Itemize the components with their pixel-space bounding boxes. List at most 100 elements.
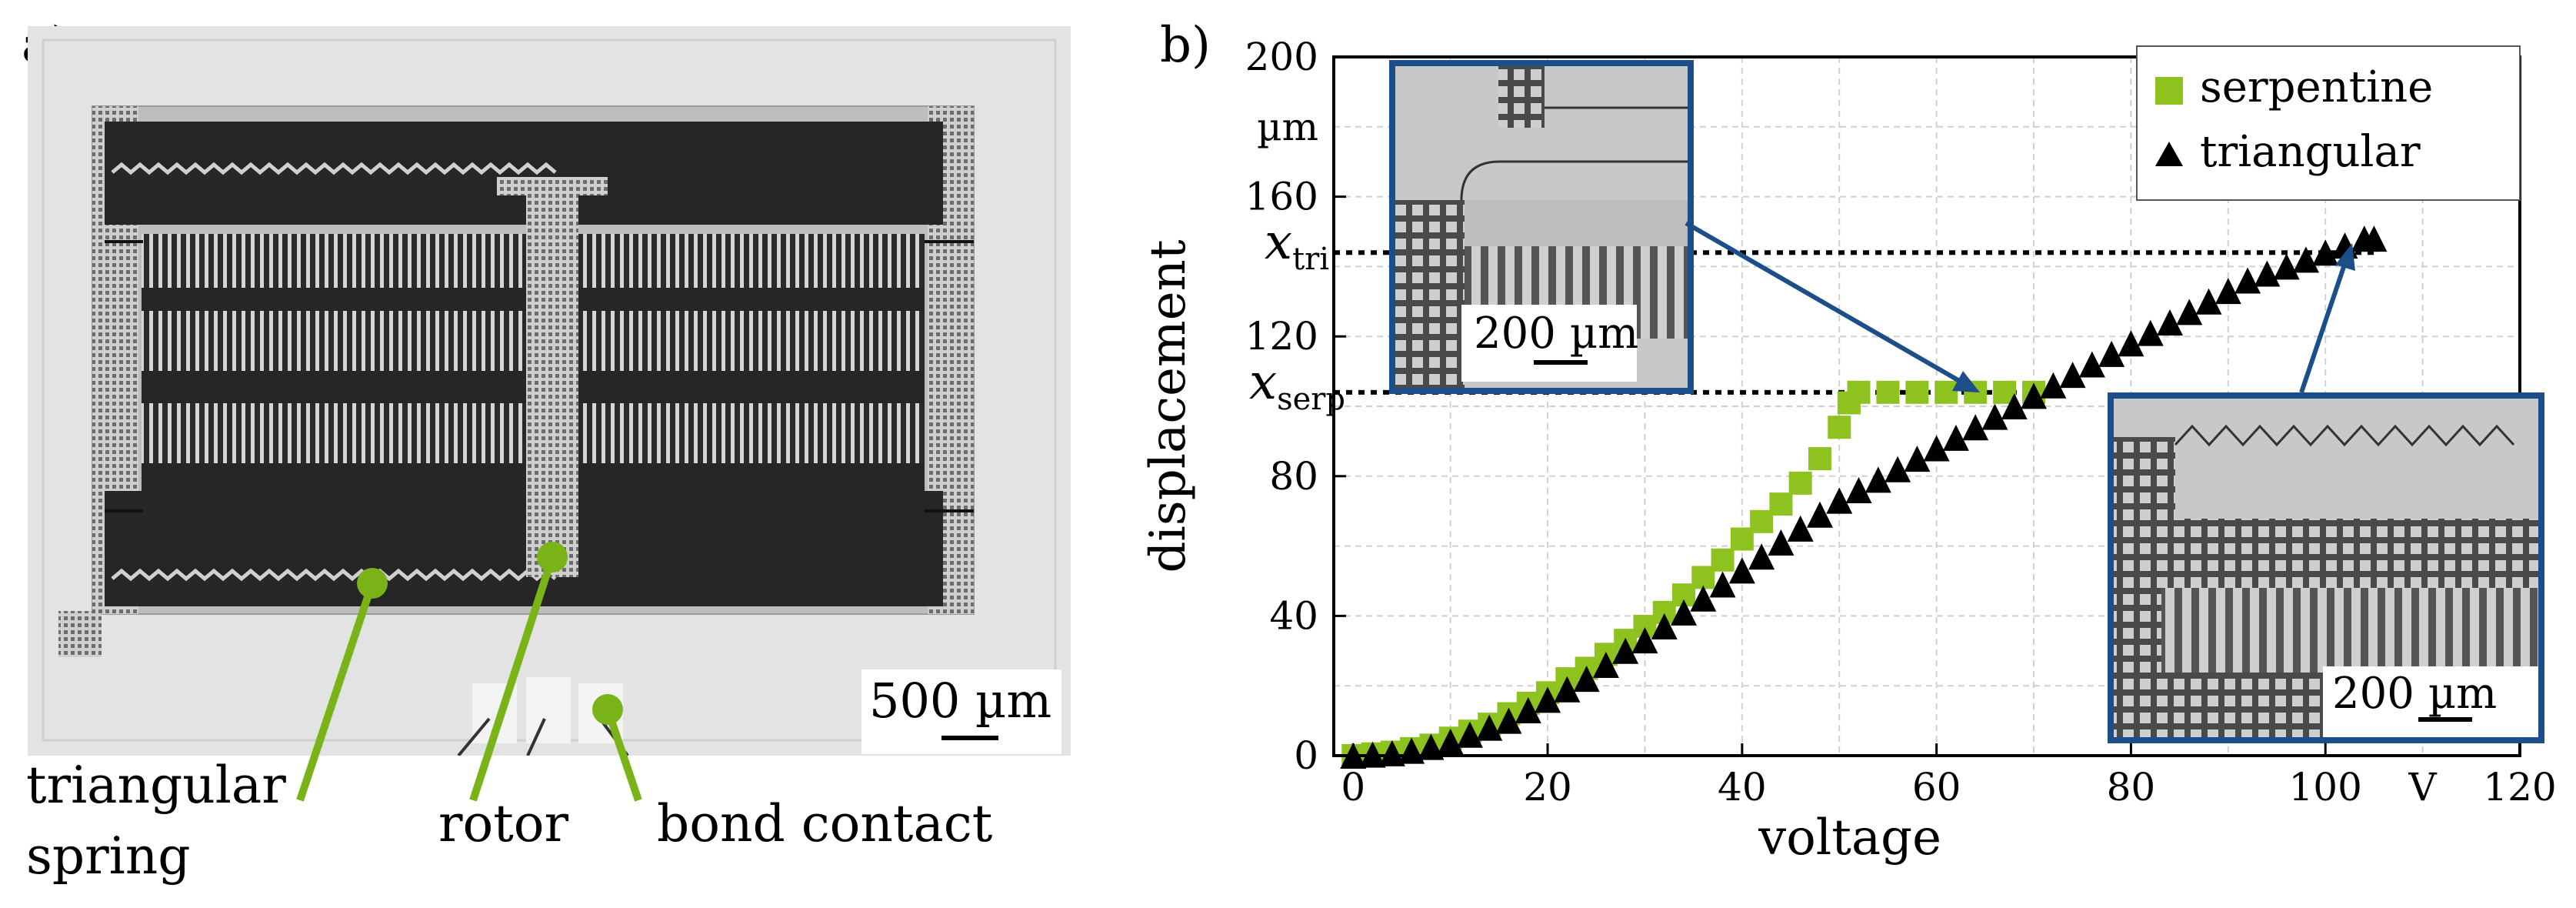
triangular-point	[1748, 543, 1775, 570]
inset-2: 200 µm	[2108, 392, 2544, 743]
triangular-point	[2273, 253, 2300, 280]
inset-2-arrow-head	[2335, 243, 2355, 271]
legend-box	[2136, 45, 2521, 201]
triangular-point	[1631, 627, 1658, 654]
triangular-point	[1437, 728, 1464, 755]
panel-b-label: b)	[1160, 17, 1211, 74]
x-tri-sub: tri	[1292, 242, 1329, 277]
displacement-voltage-chart: 0 20 40 60 80 100 120 0 40 80 120 160 200 µm V volta…	[1140, 35, 2557, 866]
x-serp-sub: serp	[1277, 382, 1345, 417]
inset-1-arrow	[1685, 221, 1968, 387]
y-tick-label: 120	[1245, 314, 1318, 359]
serpentine-point	[1847, 380, 1871, 404]
comb-drive-right	[578, 234, 925, 491]
inset-1: 200 µm	[1389, 60, 1694, 394]
x-tick-label: 20	[1523, 765, 1572, 810]
triangular-point	[1456, 721, 1483, 748]
sem-scale-bar-label: 500 µm	[869, 673, 1052, 729]
x-axis-label: voltage	[1758, 810, 1941, 866]
inset-2-scale-label: 200 µm	[2332, 669, 2497, 719]
triangular-point	[1476, 714, 1503, 741]
triangular-spring-bottom	[111, 568, 557, 582]
triangular-point	[2234, 267, 2261, 294]
triangular-point	[1709, 571, 1736, 598]
triangular-point	[2001, 393, 2028, 419]
y-tick-label: 200	[1245, 35, 1318, 79]
legend: serpentine triangular	[2136, 45, 2521, 201]
triangular-point	[1612, 637, 1639, 664]
y-tick-label: 40	[1269, 593, 1318, 638]
callout-spring: spring	[26, 826, 191, 886]
sem-scale-bar: 500 µm	[861, 669, 1061, 754]
triangular-point	[1728, 557, 1755, 584]
triangular-point	[1651, 613, 1678, 640]
inset-2-scale-line	[2418, 717, 2472, 722]
rotor-beam	[526, 177, 578, 577]
callout-triangular: triangular	[26, 756, 286, 815]
serpentine-point	[1876, 380, 1900, 404]
triangular-point	[1865, 466, 1891, 493]
serpentine-point	[1711, 548, 1735, 572]
triangular-point	[2176, 299, 2203, 325]
triangular-point	[1768, 529, 1795, 556]
x-tri-base: x	[1265, 214, 1292, 271]
inset-1-arrow-head	[1952, 371, 1980, 392]
triangular-point	[2098, 340, 2125, 367]
serpentine-point	[1788, 471, 1812, 495]
callout-rotor: rotor	[438, 794, 569, 853]
serpentine-point	[1934, 380, 1958, 404]
triangular-point	[2292, 246, 2319, 273]
x-tick-label: 100	[2288, 765, 2361, 810]
triangular-point	[1398, 737, 1425, 764]
serpentine-point	[1828, 416, 1851, 439]
triangular-point	[1515, 696, 1541, 723]
y-tick-label: 160	[1245, 175, 1318, 219]
triangular-point	[2118, 330, 2144, 357]
sem-micrograph	[28, 26, 1071, 756]
triangular-point	[1671, 599, 1698, 626]
triangular-point	[1962, 414, 1989, 441]
triangular-point	[1418, 733, 1445, 760]
triangular-point	[2254, 260, 2281, 287]
inset-1-scale-label: 200 µm	[1474, 309, 1638, 359]
x-tri-label: xtri	[1265, 214, 1329, 277]
x-unit-label: V	[2408, 765, 2438, 810]
triangular-point	[2059, 362, 2086, 389]
triangular-point	[1495, 707, 1522, 734]
triangular-point	[1942, 424, 1969, 451]
sem-scale-bar-line	[941, 736, 998, 740]
x-tick-label: 60	[1912, 765, 1961, 810]
triangular-point	[1690, 585, 1717, 612]
triangular-point	[2040, 372, 2067, 399]
y-unit-label: µm	[1257, 105, 1318, 149]
triangular-point	[2312, 239, 2339, 266]
triangular-point	[2078, 351, 2105, 378]
inset-1-scale-line	[1534, 360, 1588, 365]
x-tick-label: 80	[2107, 765, 2156, 810]
triangular-point	[1592, 651, 1619, 678]
serpentine-point	[1691, 566, 1715, 589]
triangular-point	[2361, 225, 2388, 252]
triangular-point	[1787, 515, 1814, 542]
legend-triangular-label: triangular	[2200, 127, 2421, 177]
x-serp-label: xserp	[1249, 354, 1345, 417]
legend-triangular-marker	[2155, 142, 2183, 166]
triangular-point	[2156, 309, 2183, 336]
y-tick-label: 0	[1294, 733, 1318, 778]
triangular-point	[1826, 487, 1853, 514]
legend-serpentine-marker	[2155, 77, 2183, 105]
inset-2-scale-box	[2323, 666, 2538, 737]
triangular-point	[1904, 446, 1931, 472]
y-tick-label: 80	[1269, 454, 1318, 499]
serpentine-point	[1808, 447, 1831, 471]
x-tick-label: 0	[1341, 765, 1365, 810]
triangular-point	[1806, 501, 1833, 528]
x-tick-label: 120	[2483, 765, 2556, 810]
triangular-point	[1573, 666, 1600, 693]
triangular-point	[1923, 435, 1950, 462]
serpentine-point	[1769, 492, 1793, 516]
inset-1-scale-box	[1461, 305, 1637, 382]
x-serp-base: x	[1249, 354, 1277, 411]
lower-cavity	[105, 491, 943, 606]
triangular-point	[2137, 319, 2164, 346]
